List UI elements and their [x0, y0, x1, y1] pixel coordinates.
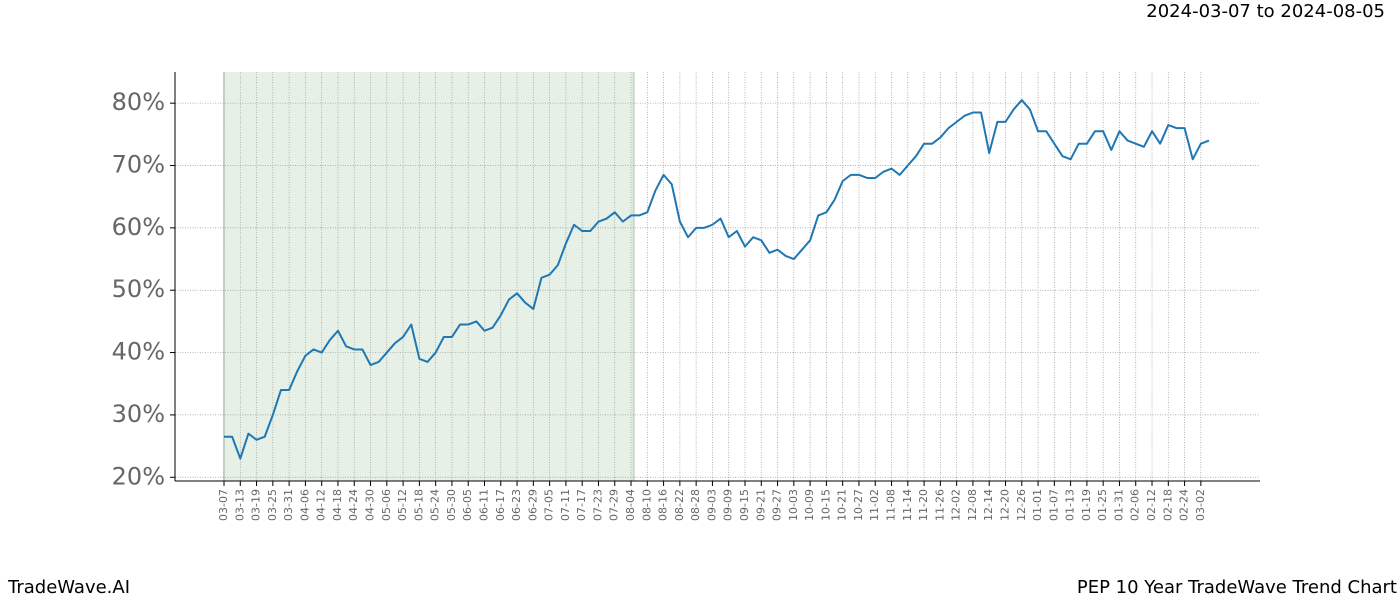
x-tick-label: 10-15 [819, 489, 832, 521]
x-tick-label: 12-02 [950, 489, 963, 521]
x-tick-label: 07-05 [543, 489, 556, 521]
date-range: 2024-03-07 to 2024-08-05 [1146, 1, 1385, 22]
x-tick-label: 10-21 [836, 489, 849, 521]
x-tick-label: 02-18 [1161, 489, 1174, 521]
x-tick-label: 10-09 [803, 489, 816, 521]
x-tick-label: 12-26 [1015, 489, 1028, 521]
x-tick-label: 07-11 [559, 489, 572, 521]
x-tick-label: 07-29 [608, 489, 621, 521]
x-tick-label: 09-21 [754, 489, 767, 521]
x-tick-label: 07-17 [575, 489, 588, 521]
x-tick-label: 02-12 [1145, 489, 1158, 521]
x-tick-label: 06-11 [477, 489, 490, 521]
x-tick-label: 03-13 [233, 489, 246, 521]
x-tick-label: 02-24 [1178, 489, 1191, 521]
x-tick-label: 10-03 [787, 489, 800, 521]
x-tick-label: 08-10 [640, 489, 653, 521]
y-tick-label: 30% [112, 400, 165, 428]
y-tick-label: 60% [112, 213, 165, 241]
x-tick-label: 03-31 [282, 489, 295, 521]
x-tick-label: 04-24 [347, 489, 360, 521]
x-tick-label: 04-06 [298, 489, 311, 521]
x-tick-label: 05-18 [412, 489, 425, 521]
x-tick-label: 03-02 [1194, 489, 1207, 521]
x-tick-label: 09-03 [705, 489, 718, 521]
highlight-region [224, 72, 634, 481]
shade-layer [223, 72, 635, 481]
data-line [224, 99, 1210, 460]
x-tick-label: 06-17 [494, 489, 507, 521]
x-tick-label: 07-23 [591, 489, 604, 521]
y-tick-label: 40% [112, 338, 165, 366]
x-tick-label: 03-07 [217, 489, 230, 521]
x-tick-label: 02-06 [1129, 489, 1142, 521]
x-tick-label: 11-20 [917, 489, 930, 521]
x-tick-label: 03-19 [250, 489, 263, 521]
x-tick-label: 11-26 [933, 489, 946, 521]
x-tick-label: 05-24 [429, 489, 442, 521]
x-tick-label: 01-31 [1112, 489, 1125, 521]
x-tick-label: 08-04 [624, 489, 637, 521]
footer-right: PEP 10 Year TradeWave Trend Chart [1077, 577, 1397, 598]
grid-layer [175, 72, 1260, 481]
x-tick-label: 05-06 [380, 489, 393, 521]
x-tick-label: 05-30 [445, 489, 458, 521]
x-tick-label: 01-07 [1047, 489, 1060, 521]
x-tick-label: 11-02 [868, 489, 881, 521]
x-tick-label: 10-27 [852, 489, 865, 521]
x-tick-label: 12-20 [998, 489, 1011, 521]
x-tick-label: 01-19 [1080, 489, 1093, 521]
x-tick-label: 12-14 [982, 489, 995, 521]
x-tick-label: 04-30 [364, 489, 377, 521]
y-tick-label: 80% [112, 88, 165, 116]
footer-left: TradeWave.AI [7, 577, 130, 598]
y-tick-label: 20% [112, 462, 165, 490]
y-tick-label: 50% [112, 275, 165, 303]
x-tick-label: 04-12 [315, 489, 328, 521]
x-tick-label: 05-12 [396, 489, 409, 521]
x-tick-label: 01-01 [1031, 489, 1044, 521]
x-tick-label: 01-25 [1096, 489, 1109, 521]
x-tick-label: 09-15 [738, 489, 751, 521]
x-tick-label: 12-08 [966, 489, 979, 521]
x-tick-label: 09-27 [771, 489, 784, 521]
x-tick-label: 06-29 [526, 489, 539, 521]
x-tick-label: 08-16 [657, 489, 670, 521]
x-tick-label: 09-09 [722, 489, 735, 521]
x-tick-label: 11-14 [901, 489, 914, 521]
x-tick-label: 08-22 [673, 489, 686, 521]
x-tick-label: 06-05 [461, 489, 474, 521]
x-tick-label: 04-18 [331, 489, 344, 521]
x-tick-label: 01-13 [1064, 489, 1077, 521]
x-tick-label: 03-25 [266, 489, 279, 521]
x-tick-label: 11-08 [885, 489, 898, 521]
x-tick-label: 08-28 [689, 489, 702, 521]
y-tick-label: 70% [112, 151, 165, 179]
x-tick-label: 06-23 [510, 489, 523, 521]
